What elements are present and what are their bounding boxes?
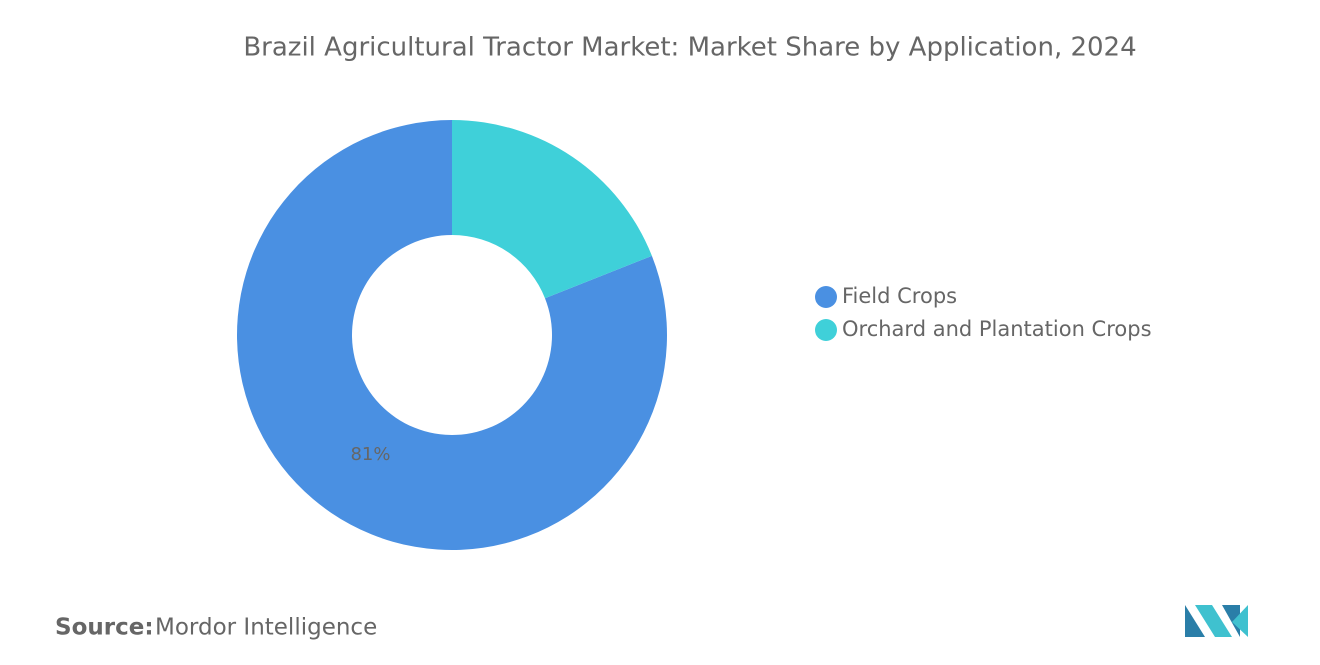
chart-title: Brazil Agricultural Tractor Market: Mark… [243, 33, 1136, 63]
legend-marker [815, 286, 837, 308]
donut-slice [452, 120, 652, 299]
legend-label: Orchard and Plantation Crops [842, 317, 1152, 341]
donut-slice [236, 120, 667, 550]
legend-label: Field Crops [842, 284, 957, 308]
source-label: Source: [55, 615, 154, 641]
logo [1185, 605, 1248, 637]
legend-marker [815, 319, 837, 341]
value-label: 81% [350, 444, 390, 465]
source: Mordor Intelligence [155, 615, 377, 641]
